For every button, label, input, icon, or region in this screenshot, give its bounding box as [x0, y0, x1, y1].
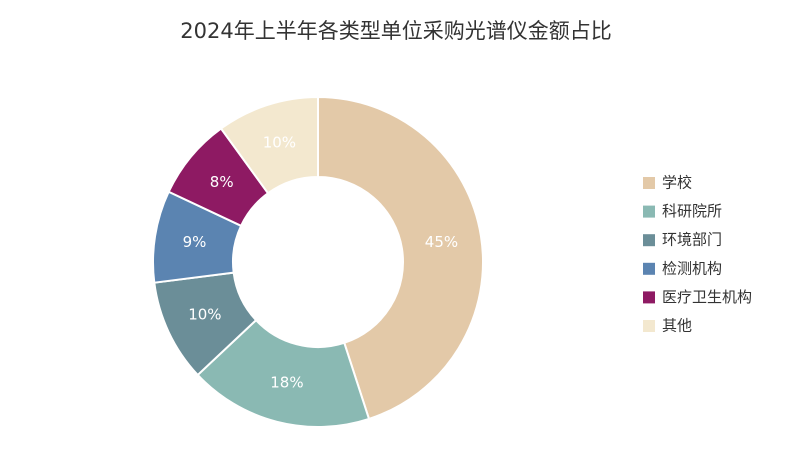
donut-slice: [219, 95, 319, 195]
legend-swatch: [643, 177, 655, 189]
donut-slice: [317, 95, 484, 421]
donut-slice: [196, 318, 371, 428]
legend-label: 科研院所: [662, 202, 722, 220]
data-label: 18%: [270, 374, 303, 392]
data-label: 10%: [263, 134, 296, 152]
legend-swatch: [643, 205, 655, 218]
data-label: 45%: [425, 233, 458, 251]
legend-label: 医疗卫生机构: [662, 288, 752, 306]
legend-swatch: [643, 320, 655, 332]
legend-swatch: [643, 291, 655, 304]
chart-title: 2024年上半年各类型单位采购光谱仪金额占比: [180, 19, 611, 43]
legend-label: 学校: [662, 174, 692, 192]
data-label: 9%: [183, 233, 207, 251]
legend-label: 检测机构: [662, 259, 722, 277]
data-label: 10%: [188, 306, 221, 324]
legend-label: 环境部门: [662, 231, 722, 249]
legend-label: 其他: [662, 317, 692, 335]
legend-swatch: [643, 262, 655, 275]
data-label: 8%: [210, 173, 234, 191]
legend-swatch: [643, 234, 655, 247]
